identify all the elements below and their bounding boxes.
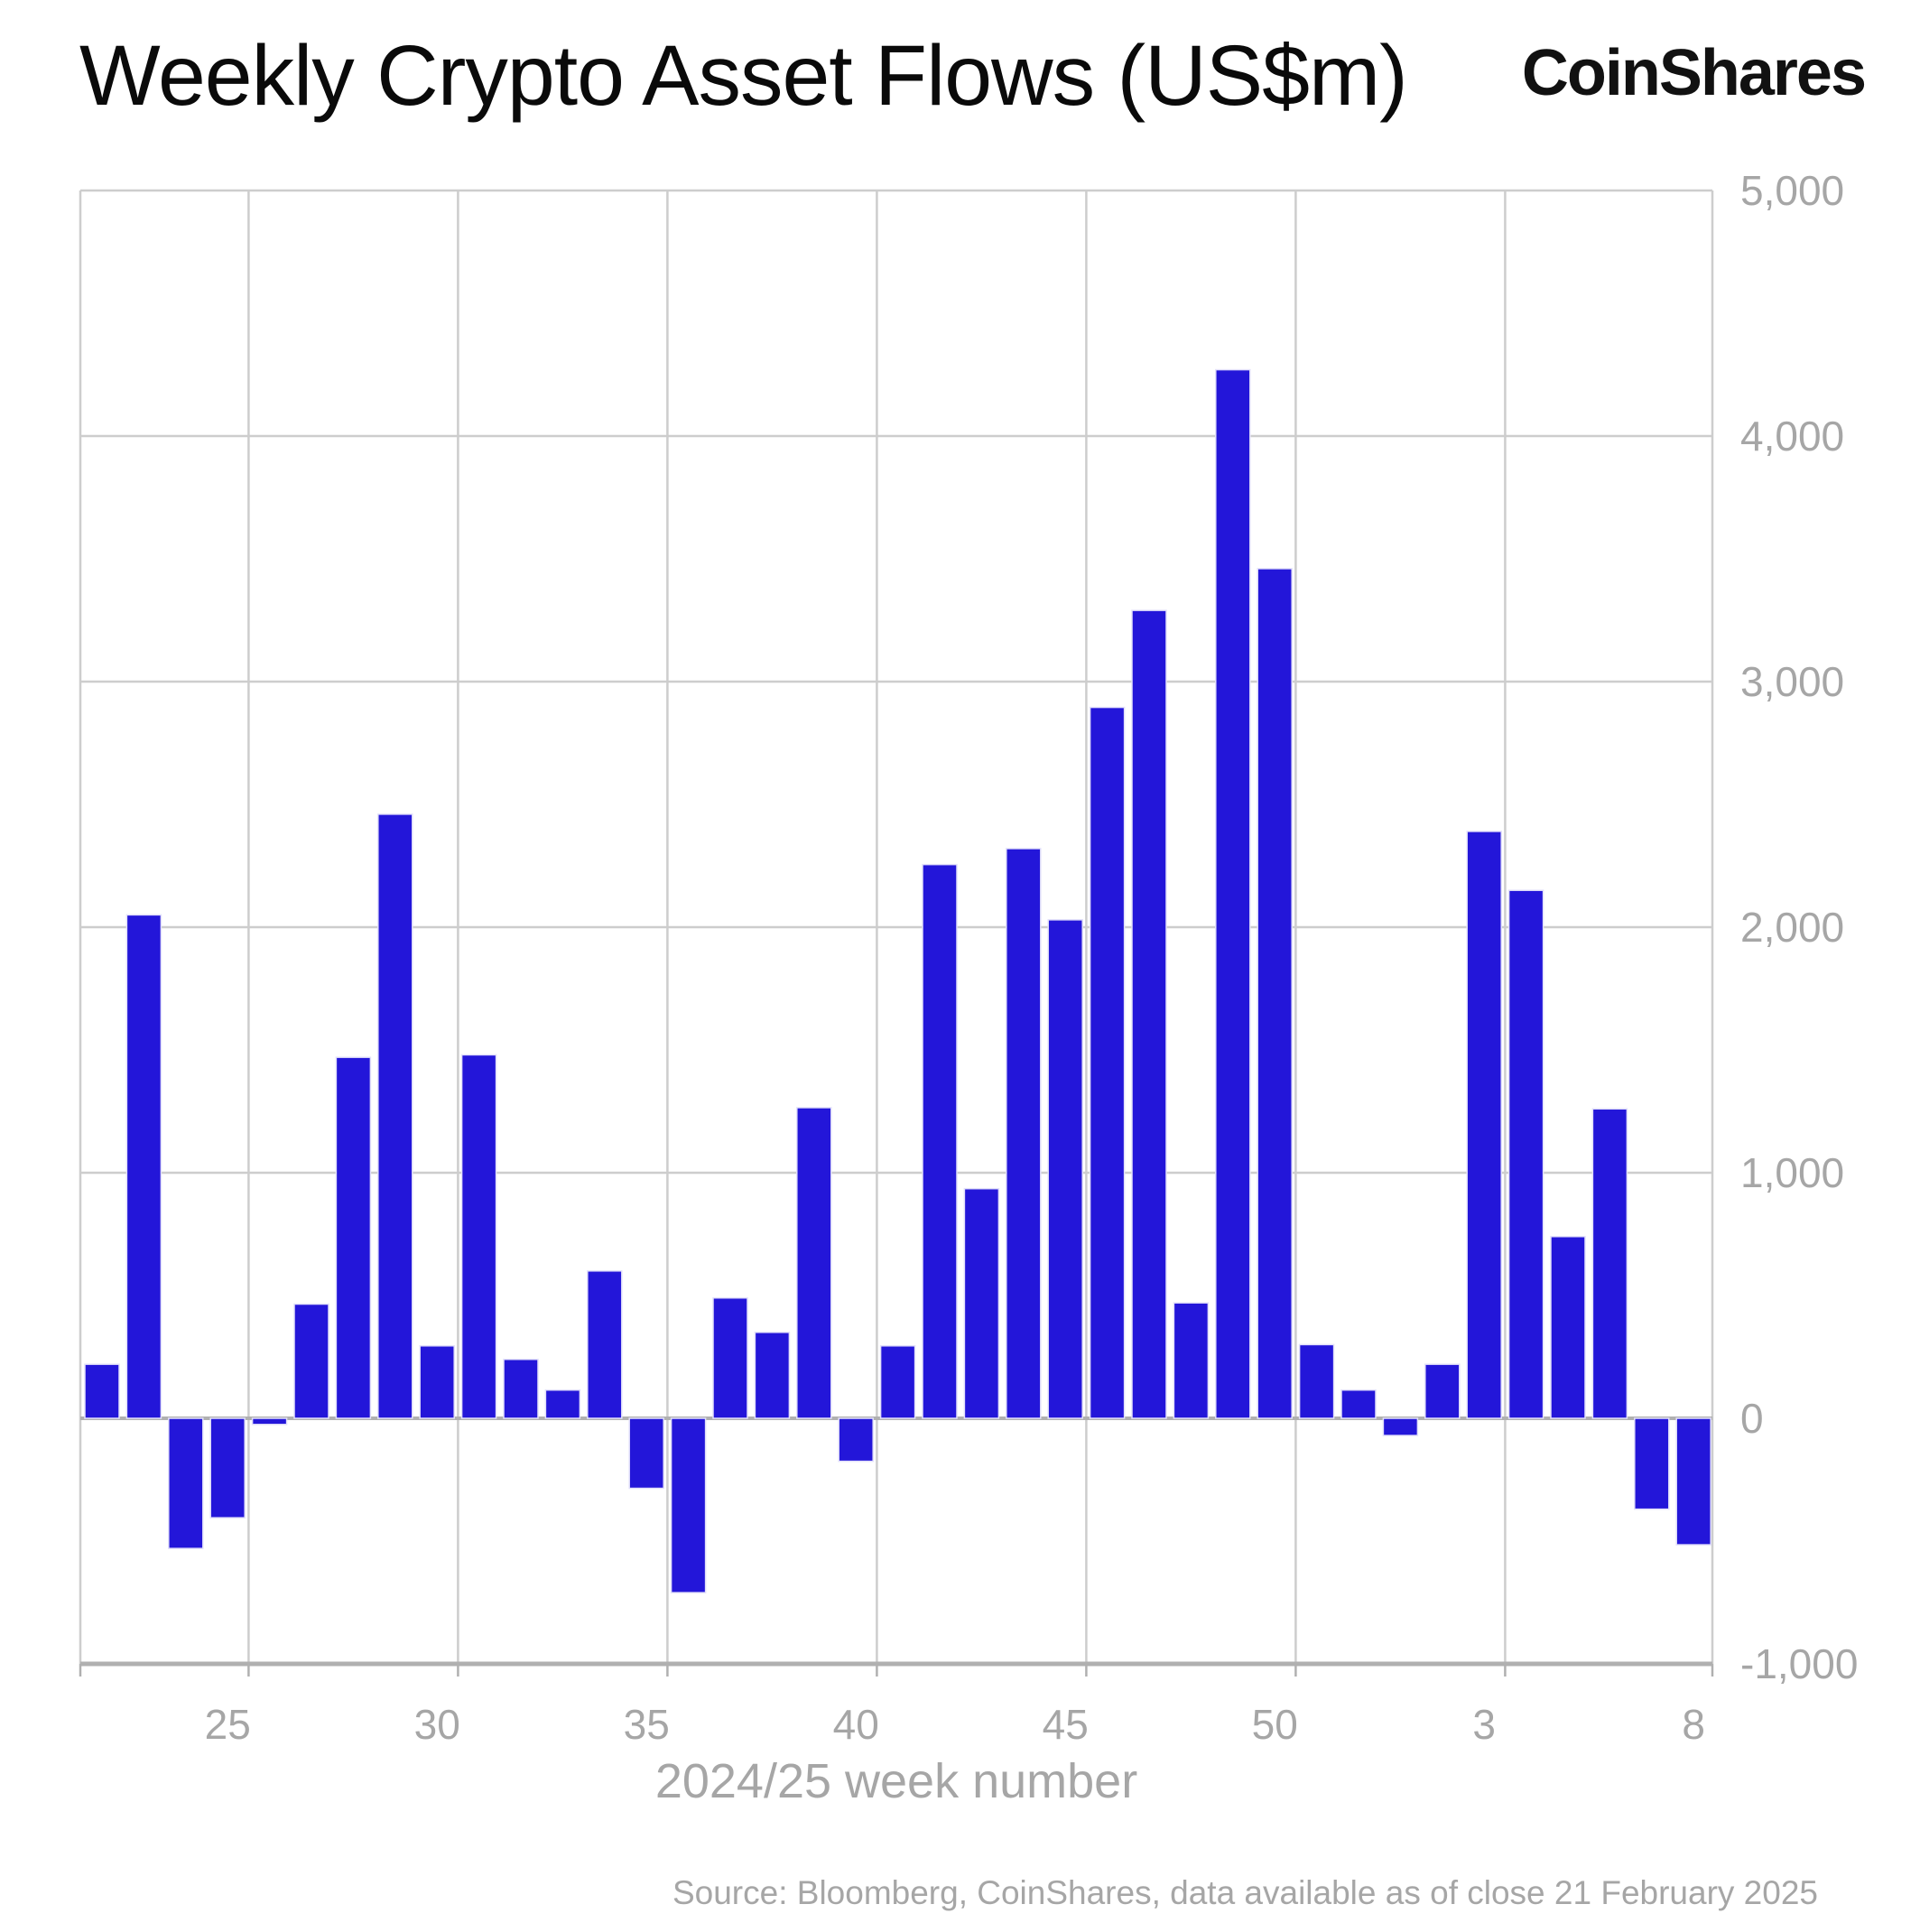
x-tick-label-40: 40 [833, 1701, 879, 1748]
page-title: Weekly Crypto Asset Flows (US$m) [79, 28, 1408, 124]
bar-week-47 [1131, 609, 1167, 1419]
bar-week-44 [1006, 848, 1042, 1419]
x-tick-label-3: 3 [1472, 1701, 1496, 1748]
bar-week-52 [1340, 1389, 1377, 1419]
bar-week-3 [1466, 831, 1502, 1419]
x-tick-label-30: 30 [414, 1701, 460, 1748]
bar-week-31 [460, 1054, 497, 1419]
bar-week-2 [1424, 1363, 1461, 1419]
y-tick-label-5000: 5,000 [1740, 167, 1844, 214]
bar-week-8 [1675, 1417, 1711, 1546]
bar-week-42 [922, 863, 958, 1419]
y-tick-label--1000: -1,000 [1740, 1640, 1858, 1687]
bar-week-38 [754, 1332, 791, 1419]
bar-week-22 [84, 1363, 120, 1419]
bar-week-23 [125, 914, 162, 1419]
bar-week-35 [628, 1417, 664, 1490]
bar-week-51 [1298, 1343, 1335, 1419]
bar-week-34 [587, 1270, 623, 1419]
bar-week-26 [251, 1417, 288, 1426]
x-tick-label-50: 50 [1252, 1701, 1298, 1748]
y-tick-label-0: 0 [1740, 1395, 1764, 1442]
y-tick-label-2000: 2,000 [1740, 904, 1844, 951]
bar-week-28 [335, 1056, 372, 1419]
bar-week-50 [1257, 568, 1293, 1419]
bar-week-32 [503, 1358, 539, 1419]
bar-week-36 [670, 1417, 707, 1593]
bar-week-30 [419, 1345, 455, 1419]
x-tick-label-45: 45 [1043, 1701, 1089, 1748]
bar-week-37 [712, 1296, 748, 1419]
bar-week-43 [963, 1187, 1000, 1419]
bar-week-7 [1634, 1417, 1670, 1510]
bar-week-6 [1591, 1108, 1628, 1419]
bar-week-48 [1173, 1302, 1210, 1419]
bar-week-33 [544, 1389, 581, 1419]
x-tick-label-8: 8 [1682, 1701, 1705, 1748]
bar-week-27 [293, 1303, 329, 1419]
y-tick-label-4000: 4,000 [1740, 413, 1844, 460]
bar-week-1 [1382, 1417, 1419, 1436]
x-axis-title: 2024/25 week number [654, 1754, 1138, 1808]
bar-week-39 [796, 1107, 832, 1419]
bar-week-4 [1507, 889, 1544, 1419]
y-tick-label-3000: 3,000 [1740, 658, 1844, 705]
source-note: Source: Bloomberg, CoinShares, data avai… [672, 1874, 1818, 1911]
bar-week-25 [209, 1417, 246, 1519]
x-tick-label-35: 35 [624, 1701, 670, 1748]
bar-week-46 [1089, 706, 1126, 1419]
y-tick-label-1000: 1,000 [1740, 1149, 1844, 1196]
bar-week-41 [879, 1345, 916, 1419]
bar-week-5 [1550, 1235, 1586, 1419]
bar-week-49 [1215, 368, 1251, 1419]
bar-week-24 [168, 1417, 204, 1549]
bar-week-29 [377, 813, 413, 1419]
coinshares-logo: CoinShares [1521, 37, 1867, 109]
x-tick-label-25: 25 [205, 1701, 251, 1748]
bar-week-40 [838, 1417, 874, 1463]
bar-week-45 [1047, 919, 1083, 1419]
